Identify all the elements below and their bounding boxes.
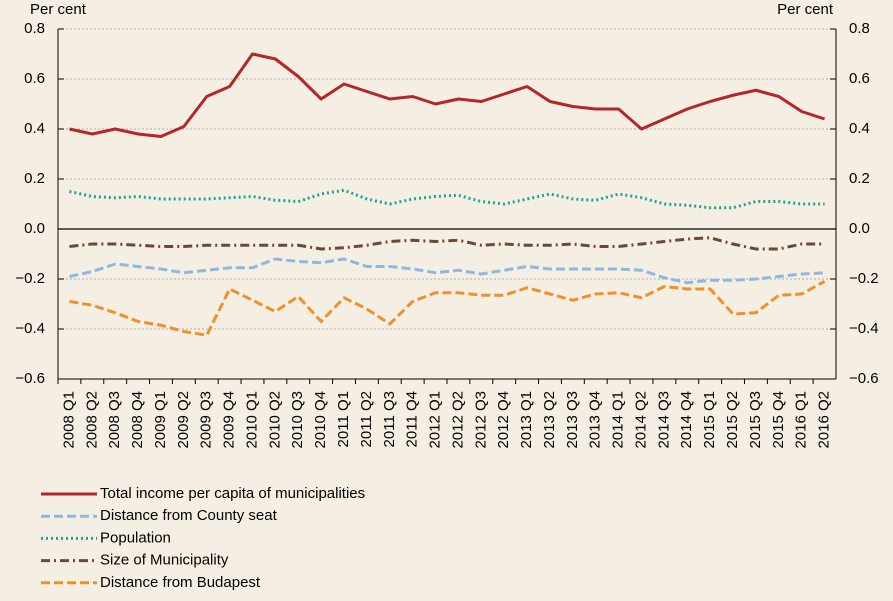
y2-tick-label: −0.2: [849, 270, 879, 287]
y2-tick-label: 0.8: [849, 20, 870, 37]
series-line: [69, 236, 825, 251]
y2-tick-label: −0.4: [849, 320, 879, 337]
y2-tick-label: 0.0: [849, 220, 870, 237]
y-tick-label: 0.0: [24, 220, 45, 237]
x-tick-label: 2009 Q3: [198, 391, 215, 449]
x-tick-label: 2010 Q1: [243, 391, 260, 449]
x-tick-label: 2011 Q1: [335, 391, 352, 447]
x-tick-label: 2015 Q4: [770, 391, 787, 449]
x-tick-label: 2008 Q1: [60, 391, 77, 449]
y2-tick-label: −0.6: [849, 370, 879, 387]
x-tick-label: 2013 Q2: [541, 391, 558, 449]
x-tick-label: 2015 Q3: [747, 391, 764, 449]
y-tick-label: 0.2: [24, 170, 45, 187]
legend-label: Distance from County seat: [100, 507, 278, 524]
x-tick-label: 2014 Q1: [610, 391, 627, 449]
x-tick-label: 2013 Q1: [518, 391, 535, 449]
x-tick-label: 2012 Q4: [495, 391, 512, 449]
x-tick-label: 2011 Q4: [404, 391, 421, 447]
x-tick-label: 2010 Q4: [312, 391, 329, 449]
x-tick-label: 2014 Q3: [655, 391, 672, 449]
y-tick-label: 0.6: [24, 70, 45, 87]
x-tick-label: 2012 Q2: [449, 391, 466, 449]
x-tick-label: 2013 Q4: [587, 391, 604, 449]
x-tick-label: 2009 Q4: [221, 391, 238, 449]
series-line: [69, 257, 825, 285]
y-tick-label: −0.2: [15, 270, 45, 287]
x-tick-label: 2016 Q1: [793, 391, 810, 449]
x-tick-label: 2013 Q3: [564, 391, 581, 449]
x-tick-label: 2009 Q2: [175, 391, 192, 449]
y2-tick-label: 0.4: [849, 120, 870, 137]
y-tick-label: 0.8: [24, 20, 45, 37]
x-tick-label: 2008 Q2: [83, 391, 100, 449]
x-tick-label: 2012 Q3: [472, 391, 489, 449]
y2-tick-label: 0.2: [849, 170, 870, 187]
y-tick-label: 0.4: [24, 120, 45, 137]
x-tick-label: 2008 Q3: [106, 391, 123, 449]
x-tick-label: 2008 Q4: [129, 391, 146, 449]
y2-axis-label: Per cent: [777, 1, 834, 18]
x-tick-label: 2009 Q1: [152, 391, 169, 449]
x-tick-label: 2016 Q2: [816, 391, 833, 449]
x-tick-label: 2014 Q4: [678, 391, 695, 449]
y-tick-label: −0.4: [15, 320, 45, 337]
y-axis-label: Per cent: [30, 1, 87, 18]
x-tick-label: 2010 Q3: [289, 391, 306, 449]
y-tick-label: −0.6: [15, 370, 45, 387]
legend-label: Size of Municipality: [100, 552, 229, 569]
x-tick-label: 2010 Q2: [266, 391, 283, 449]
legend-label: Distance from Budapest: [100, 574, 261, 591]
x-tick-label: 2011 Q3: [381, 391, 398, 447]
x-tick-label: 2012 Q1: [427, 391, 444, 449]
x-tick-label: 2015 Q1: [701, 391, 718, 449]
series-line: [69, 188, 825, 210]
legend-label: Population: [100, 529, 171, 546]
x-tick-label: 2015 Q2: [724, 391, 741, 449]
series-line: [69, 52, 826, 138]
x-tick-label: 2014 Q2: [632, 391, 649, 449]
legend-label: Total income per capita of municipalitie…: [100, 485, 365, 502]
series-line: [69, 280, 826, 337]
x-tick-label: 2011 Q2: [358, 391, 375, 447]
y2-tick-label: 0.6: [849, 70, 870, 87]
